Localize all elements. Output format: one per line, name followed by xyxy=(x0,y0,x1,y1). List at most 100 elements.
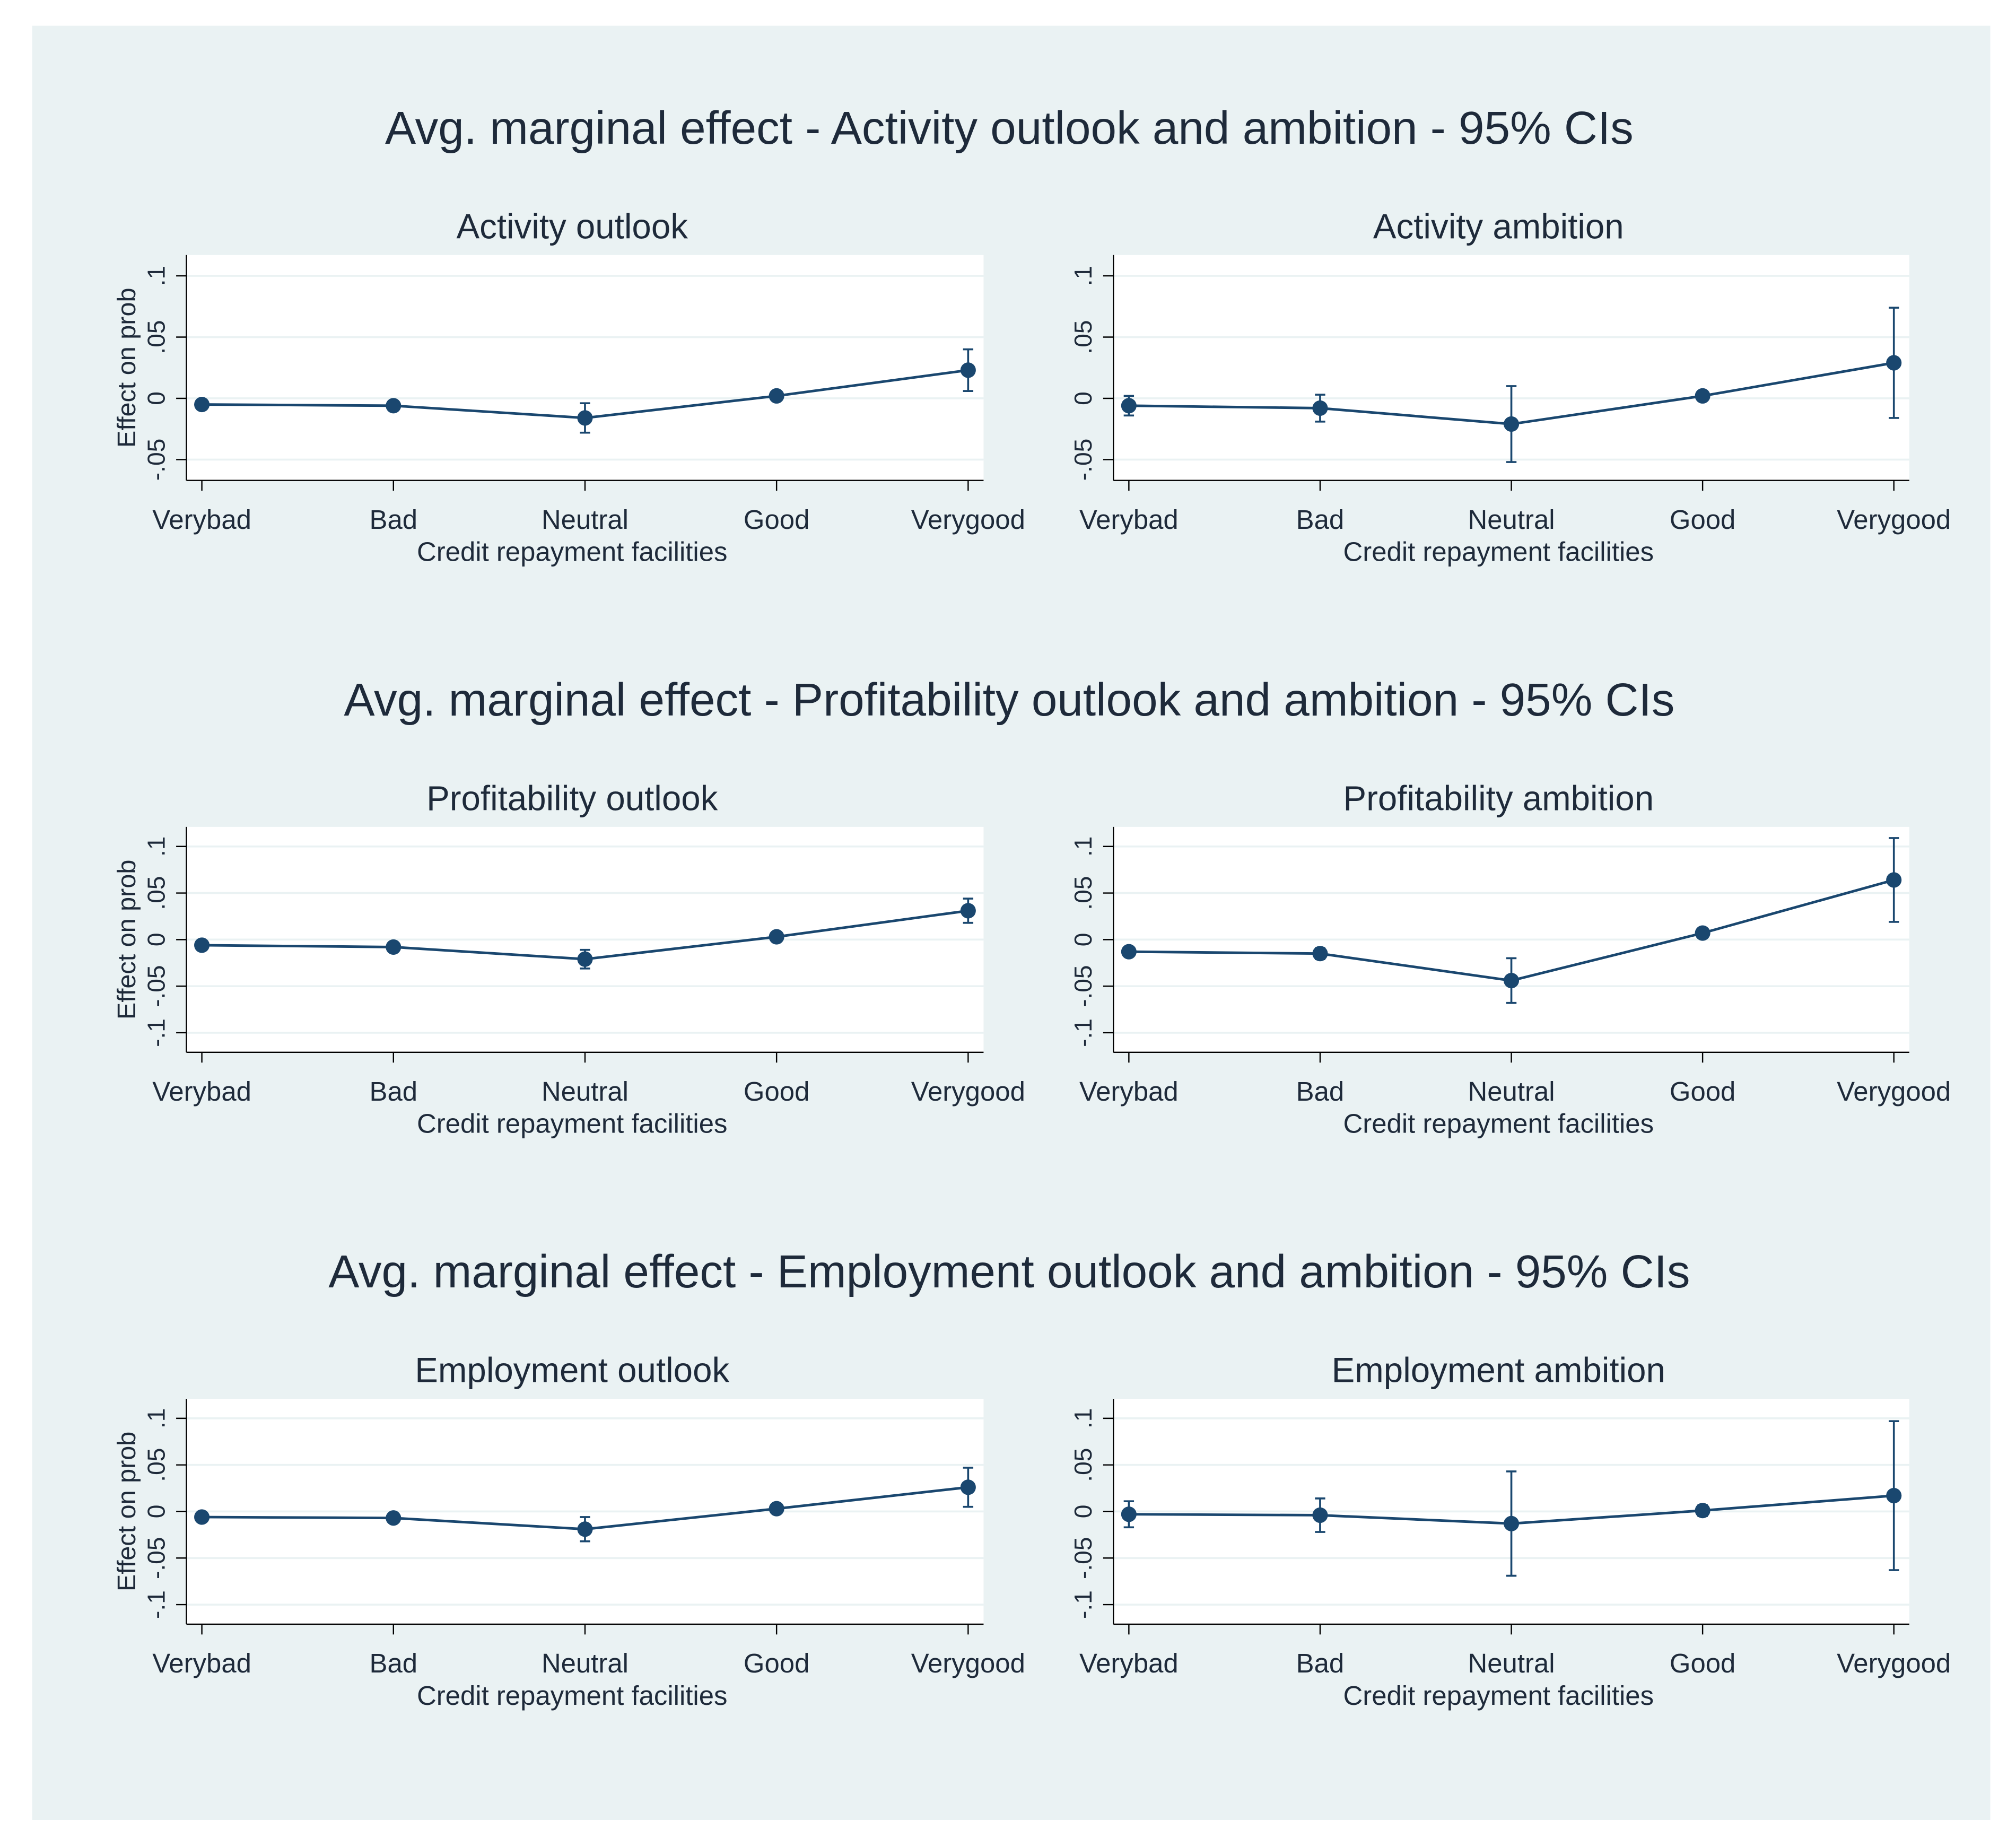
y-tick-label: .05 xyxy=(1069,320,1097,354)
point xyxy=(1886,1488,1902,1504)
y-tick-label: 0 xyxy=(142,933,170,947)
x-tick-label: Good xyxy=(744,504,810,535)
point xyxy=(577,1521,593,1537)
point xyxy=(1312,1507,1328,1523)
plot-area xyxy=(186,255,984,481)
x-tick-label: Bad xyxy=(369,1076,417,1107)
y-tick-label: .1 xyxy=(142,266,170,286)
x-tick-label: Bad xyxy=(369,504,417,535)
point xyxy=(194,1509,210,1525)
point xyxy=(769,929,784,945)
chart-title: Activity outlook xyxy=(456,207,688,246)
y-tick-label: 0 xyxy=(1069,391,1097,405)
x-tick-label: Bad xyxy=(1296,1648,1345,1678)
x-tick-label: Bad xyxy=(1296,1076,1345,1107)
x-tick-label: Bad xyxy=(369,1648,417,1678)
y-tick-label: -.05 xyxy=(142,1537,170,1579)
x-axis-label: Credit repayment facilities xyxy=(417,1680,728,1711)
x-tick-label: Good xyxy=(744,1648,810,1678)
point xyxy=(1695,925,1710,941)
x-axis-label: Credit repayment facilities xyxy=(1343,537,1654,567)
point xyxy=(1503,1515,1520,1531)
figure-title: Avg. marginal effect - Profitability out… xyxy=(344,674,1674,726)
x-axis-label: Credit repayment facilities xyxy=(417,1109,728,1139)
point xyxy=(769,1501,784,1517)
x-tick-label: Neutral xyxy=(542,1648,629,1678)
y-tick-label: .1 xyxy=(142,1408,170,1428)
y-tick-label: -.1 xyxy=(1069,1018,1097,1047)
chart-title: Activity ambition xyxy=(1373,207,1624,246)
x-tick-label: Good xyxy=(1670,1076,1736,1107)
y-tick-label: .05 xyxy=(142,1448,170,1482)
point xyxy=(1121,1506,1137,1522)
x-axis-label: Credit repayment facilities xyxy=(417,537,728,567)
x-tick-label: Verybad xyxy=(1079,1648,1179,1678)
point xyxy=(960,1479,976,1495)
x-axis-label: Credit repayment facilities xyxy=(1343,1680,1654,1711)
x-tick-label: Neutral xyxy=(542,1076,629,1107)
point xyxy=(769,388,784,404)
chart-title: Employment outlook xyxy=(415,1351,729,1390)
point xyxy=(1121,944,1137,960)
y-tick-label: -.05 xyxy=(142,965,170,1007)
x-tick-label: Good xyxy=(744,1076,810,1107)
x-tick-label: Verybad xyxy=(152,1648,251,1678)
y-tick-label: -.1 xyxy=(142,1590,170,1619)
x-tick-label: Neutral xyxy=(1468,504,1555,535)
y-tick-label: -.05 xyxy=(142,439,170,481)
x-tick-label: Verygood xyxy=(1837,1648,1951,1678)
x-tick-label: Neutral xyxy=(542,504,629,535)
y-tick-label: .1 xyxy=(1069,266,1097,286)
x-tick-label: Bad xyxy=(1296,504,1345,535)
y-tick-label: 0 xyxy=(1069,933,1097,947)
x-tick-label: Neutral xyxy=(1468,1648,1555,1678)
y-tick-label: -.1 xyxy=(142,1018,170,1047)
x-tick-label: Verygood xyxy=(1837,1076,1951,1107)
point xyxy=(1886,355,1902,371)
y-tick-label: .05 xyxy=(1069,876,1097,910)
y-tick-label: 0 xyxy=(142,391,170,405)
y-tick-label: -.05 xyxy=(1069,1537,1097,1579)
y-tick-label: .05 xyxy=(1069,1448,1097,1482)
x-tick-label: Verygood xyxy=(911,1076,1025,1107)
y-axis-label: Effect on prob xyxy=(112,1432,141,1591)
chart-title: Profitability outlook xyxy=(426,779,718,818)
x-tick-label: Good xyxy=(1670,1648,1736,1678)
x-tick-label: Verybad xyxy=(1079,1076,1179,1107)
chart-title: Employment ambition xyxy=(1332,1351,1665,1390)
point xyxy=(1121,398,1137,414)
point xyxy=(1886,872,1902,888)
y-tick-label: -.05 xyxy=(1069,439,1097,481)
y-tick-label: 0 xyxy=(142,1505,170,1519)
point xyxy=(1503,416,1520,432)
y-axis-label: Effect on prob xyxy=(112,288,141,448)
point xyxy=(1503,973,1520,989)
y-tick-label: .1 xyxy=(1069,1408,1097,1428)
figure-title: Avg. marginal effect - Activity outlook … xyxy=(385,102,1634,154)
x-tick-label: Neutral xyxy=(1468,1076,1555,1107)
point xyxy=(577,951,593,967)
x-tick-label: Verybad xyxy=(152,1076,251,1107)
x-tick-label: Verybad xyxy=(152,504,251,535)
y-tick-label: .1 xyxy=(1069,837,1097,857)
point xyxy=(386,939,402,955)
point xyxy=(960,903,976,919)
point xyxy=(386,1510,402,1526)
x-tick-label: Verybad xyxy=(1079,504,1179,535)
point xyxy=(194,396,210,413)
point xyxy=(1312,946,1328,962)
point xyxy=(194,937,210,953)
point xyxy=(1695,1503,1710,1519)
chart-title: Profitability ambition xyxy=(1343,779,1654,818)
y-tick-label: -.1 xyxy=(1069,1590,1097,1619)
y-tick-label: 0 xyxy=(1069,1505,1097,1519)
x-tick-label: Good xyxy=(1670,504,1736,535)
y-tick-label: -.05 xyxy=(1069,965,1097,1007)
figure-title: Avg. marginal effect - Employment outloo… xyxy=(328,1245,1690,1297)
y-tick-label: .05 xyxy=(142,876,170,910)
point xyxy=(960,362,976,378)
y-axis-label: Effect on prob xyxy=(112,860,141,1020)
x-tick-label: Verygood xyxy=(1837,504,1951,535)
y-tick-label: .05 xyxy=(142,320,170,354)
